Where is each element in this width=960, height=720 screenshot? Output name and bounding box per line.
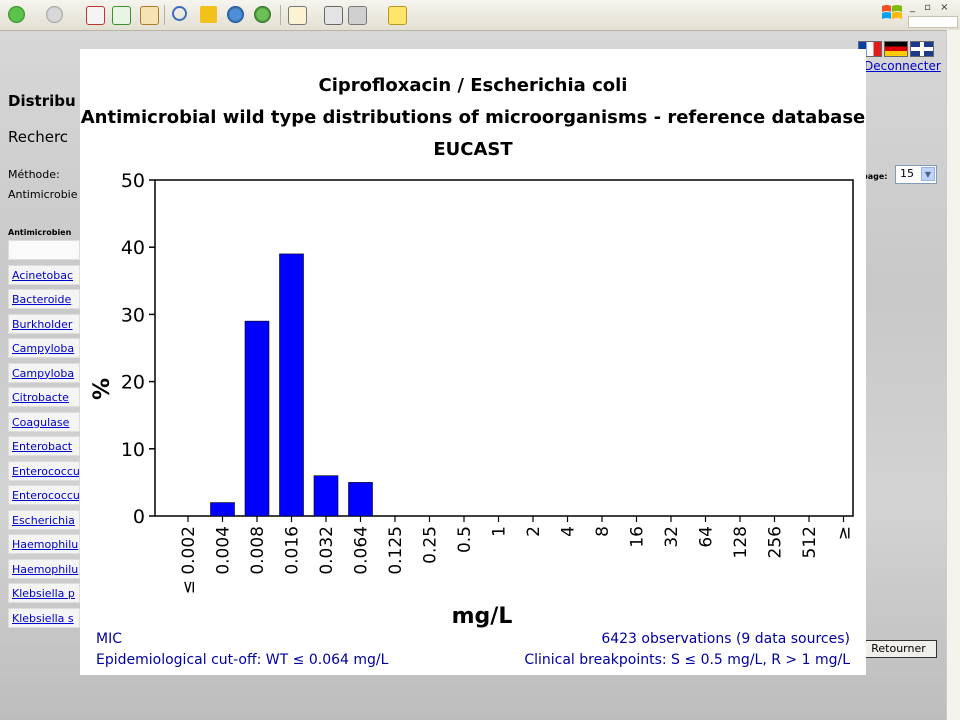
media-icon[interactable] bbox=[227, 6, 244, 23]
list-item[interactable]: Burkholder bbox=[8, 313, 80, 334]
plot-frame bbox=[154, 179, 854, 517]
x-tick-label: 0.004 bbox=[214, 526, 234, 575]
page-title: Distribu bbox=[8, 92, 76, 110]
x-tick-label: 64 bbox=[697, 526, 717, 548]
antimicrobial-label: Antimicrobie bbox=[8, 188, 78, 201]
organism-list: Acinetobac Bacteroide Burkholder Campyloba C… bbox=[8, 240, 80, 632]
list-item[interactable]: Klebsiella s bbox=[8, 607, 80, 628]
x-tick-label: 0.064 bbox=[352, 526, 372, 575]
x-tick-label: 128 bbox=[731, 526, 751, 558]
toolbar-separator bbox=[164, 5, 165, 25]
method-label: Méthode: bbox=[8, 168, 60, 181]
x-tick-label: 0.125 bbox=[386, 526, 406, 575]
messenger-icon[interactable] bbox=[388, 6, 407, 25]
y-tick-label: 20 bbox=[121, 372, 145, 394]
refresh-icon[interactable] bbox=[112, 6, 131, 25]
x-tick-label: 16 bbox=[628, 526, 648, 548]
windows-logo-icon bbox=[882, 5, 902, 19]
y-tick-label: 40 bbox=[121, 237, 145, 259]
print-icon[interactable] bbox=[324, 6, 343, 25]
chart-title: Ciprofloxacin / Escherichia coli bbox=[318, 75, 628, 96]
english-flag-icon[interactable] bbox=[910, 41, 934, 57]
favorites-star-icon[interactable] bbox=[200, 6, 217, 23]
bar bbox=[244, 320, 270, 517]
y-tick-label: 50 bbox=[121, 170, 145, 192]
stop-icon[interactable] bbox=[86, 6, 105, 25]
logout-link[interactable]: Deconnecter bbox=[864, 59, 941, 73]
toolbar-separator bbox=[280, 5, 281, 25]
chevron-down-icon[interactable]: ▼ bbox=[921, 167, 935, 181]
mail-icon[interactable] bbox=[288, 6, 307, 25]
list-item[interactable]: Acinetobac bbox=[8, 264, 80, 285]
list-item[interactable]: Campyloba bbox=[8, 362, 80, 383]
bar bbox=[279, 253, 304, 517]
back-icon[interactable] bbox=[8, 6, 25, 23]
x-tick-label: ≤ 0.002 bbox=[179, 526, 199, 594]
list-item[interactable]: Enterococcu bbox=[8, 485, 80, 505]
list-item[interactable]: Escherichia bbox=[8, 509, 80, 530]
footer-ecoff: Epidemiological cut-off: WT ≤ 0.064 mg/L bbox=[96, 652, 389, 668]
x-tick-label: 4 bbox=[559, 526, 579, 537]
footer-breakpoints: Clinical breakpoints: S ≤ 0.5 mg/L, R > … bbox=[524, 652, 850, 668]
list-item[interactable]: Haemophilu bbox=[8, 534, 80, 554]
address-field[interactable] bbox=[908, 16, 958, 28]
y-axis-label: % bbox=[90, 378, 115, 400]
list-item[interactable]: Klebsiella p bbox=[8, 583, 80, 603]
bar bbox=[348, 482, 373, 517]
vertical-scrollbar[interactable] bbox=[946, 30, 960, 720]
per-page-value: 15 bbox=[900, 167, 914, 180]
chart-popup: Ciprofloxacin / Escherichia coli Antimic… bbox=[80, 49, 866, 675]
footer-observations: 6423 observations (9 data sources) bbox=[601, 631, 850, 647]
bar bbox=[210, 502, 235, 517]
x-tick-label: 0.25 bbox=[421, 526, 441, 564]
x-tick-label: 0.5 bbox=[455, 526, 475, 553]
history-icon[interactable] bbox=[254, 6, 271, 23]
list-item[interactable]: Campyloba bbox=[8, 338, 80, 358]
x-tick-label: 512 bbox=[800, 526, 820, 558]
x-tick-label: 2 bbox=[524, 526, 544, 537]
german-flag-icon[interactable] bbox=[884, 41, 908, 57]
list-item[interactable]: Enterobact bbox=[8, 436, 80, 456]
y-tick-label: 10 bbox=[121, 439, 145, 461]
x-tick-label: 32 bbox=[662, 526, 682, 548]
y-tick-label: 0 bbox=[133, 506, 145, 528]
x-tick-label: 0.032 bbox=[317, 526, 337, 575]
x-tick-label: 8 bbox=[593, 526, 613, 537]
edit-icon[interactable] bbox=[348, 6, 367, 25]
per-page-select[interactable]: 15 ▼ bbox=[895, 165, 937, 184]
list-item bbox=[8, 240, 80, 260]
chart-subtitle: Antimicrobial wild type distributions of… bbox=[80, 107, 866, 128]
window-buttons[interactable]: _ ▫ × bbox=[910, 2, 952, 13]
search-icon[interactable] bbox=[172, 6, 187, 21]
bar bbox=[313, 475, 339, 517]
list-item[interactable]: Haemophilu bbox=[8, 558, 80, 579]
list-item[interactable]: Enterococcu bbox=[8, 460, 80, 481]
footer-mic: MIC bbox=[96, 631, 122, 647]
x-tick-label: 0.008 bbox=[248, 526, 268, 575]
chart-subtitle-2: EUCAST bbox=[433, 139, 513, 160]
column-header: Antimicrobien bbox=[8, 228, 72, 237]
forward-icon[interactable] bbox=[46, 6, 63, 23]
list-item[interactable]: Coagulase bbox=[8, 411, 80, 432]
histogram-chart: 0 10 20 30 40 50 ≤ 0.002 0.004 0.008 0.016 0.032 0.… bbox=[90, 170, 855, 629]
return-button[interactable]: Retourner bbox=[860, 640, 937, 658]
home-icon[interactable] bbox=[140, 6, 159, 25]
per-page-label: page: bbox=[862, 172, 888, 181]
x-tick-label: 1 bbox=[490, 526, 510, 537]
page-subtitle: Recherc bbox=[8, 128, 69, 146]
list-item[interactable]: Bacteroide bbox=[8, 289, 80, 309]
list-item[interactable]: Citrobacte bbox=[8, 387, 80, 407]
x-tick-label: 256 bbox=[766, 526, 786, 558]
y-tick-label: 30 bbox=[121, 304, 145, 326]
x-tick-label: ≥ bbox=[835, 526, 855, 540]
browser-toolbar: _ ▫ × bbox=[0, 0, 960, 31]
x-tick-label: 0.016 bbox=[283, 526, 303, 575]
x-axis-label: mg/L bbox=[452, 604, 513, 629]
language-flags bbox=[858, 41, 936, 60]
